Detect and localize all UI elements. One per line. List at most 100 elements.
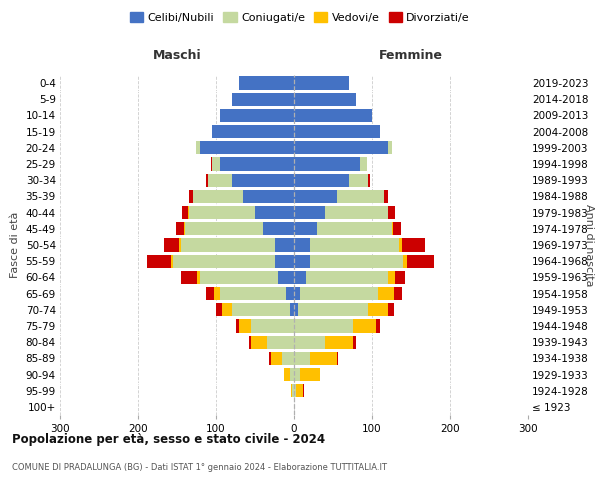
Bar: [353, 320, 376, 332]
Bar: [294, 222, 317, 235]
Bar: [185, 222, 263, 235]
Bar: [181, 238, 275, 252]
Bar: [232, 303, 290, 316]
Bar: [388, 303, 394, 316]
Bar: [181, 270, 197, 284]
Bar: [294, 190, 337, 203]
Bar: [173, 254, 275, 268]
Bar: [212, 125, 294, 138]
Bar: [388, 270, 395, 284]
Bar: [317, 222, 392, 235]
Bar: [294, 270, 306, 284]
Bar: [294, 254, 310, 268]
Bar: [384, 190, 388, 203]
Bar: [290, 368, 294, 381]
Bar: [239, 76, 294, 90]
Bar: [349, 174, 368, 187]
Bar: [239, 320, 251, 332]
Bar: [298, 303, 368, 316]
Bar: [394, 287, 401, 300]
Bar: [171, 254, 173, 268]
Bar: [271, 352, 283, 365]
Bar: [211, 158, 212, 170]
Bar: [325, 206, 388, 220]
Bar: [368, 303, 388, 316]
Bar: [214, 287, 220, 300]
Bar: [220, 109, 294, 122]
Bar: [212, 158, 220, 170]
Bar: [232, 174, 294, 187]
Bar: [283, 352, 294, 365]
Bar: [249, 336, 251, 349]
Bar: [286, 287, 294, 300]
Bar: [337, 352, 338, 365]
Bar: [294, 141, 388, 154]
Bar: [266, 336, 294, 349]
Bar: [188, 190, 193, 203]
Text: Popolazione per età, sesso e stato civile - 2024: Popolazione per età, sesso e stato civil…: [12, 432, 325, 446]
Bar: [294, 174, 349, 187]
Bar: [294, 352, 310, 365]
Bar: [251, 336, 266, 349]
Bar: [216, 303, 222, 316]
Bar: [196, 270, 200, 284]
Bar: [182, 206, 188, 220]
Bar: [400, 238, 401, 252]
Bar: [255, 206, 294, 220]
Bar: [294, 109, 372, 122]
Bar: [184, 222, 185, 235]
Bar: [401, 238, 425, 252]
Bar: [278, 270, 294, 284]
Bar: [179, 238, 181, 252]
Bar: [275, 238, 294, 252]
Bar: [294, 336, 325, 349]
Bar: [306, 270, 388, 284]
Bar: [392, 222, 393, 235]
Bar: [395, 270, 405, 284]
Bar: [196, 141, 200, 154]
Bar: [220, 158, 294, 170]
Text: Femmine: Femmine: [379, 49, 443, 62]
Bar: [294, 303, 298, 316]
Bar: [353, 336, 356, 349]
Text: Maschi: Maschi: [152, 49, 202, 62]
Bar: [148, 254, 171, 268]
Bar: [222, 303, 232, 316]
Bar: [393, 222, 401, 235]
Bar: [200, 270, 278, 284]
Bar: [294, 384, 296, 398]
Bar: [291, 384, 292, 398]
Bar: [403, 254, 407, 268]
Bar: [302, 384, 304, 398]
Y-axis label: Fasce di età: Fasce di età: [10, 212, 20, 278]
Bar: [263, 222, 294, 235]
Bar: [284, 368, 290, 381]
Bar: [310, 254, 403, 268]
Bar: [407, 254, 434, 268]
Bar: [294, 92, 356, 106]
Bar: [206, 174, 208, 187]
Bar: [296, 384, 302, 398]
Bar: [176, 222, 184, 235]
Bar: [325, 336, 353, 349]
Bar: [294, 206, 325, 220]
Bar: [235, 320, 239, 332]
Y-axis label: Anni di nascita: Anni di nascita: [584, 204, 595, 286]
Bar: [294, 320, 353, 332]
Bar: [378, 287, 394, 300]
Bar: [294, 238, 310, 252]
Bar: [294, 368, 300, 381]
Bar: [360, 158, 367, 170]
Bar: [300, 287, 378, 300]
Bar: [388, 141, 392, 154]
Bar: [294, 76, 349, 90]
Bar: [188, 206, 255, 220]
Bar: [292, 384, 294, 398]
Bar: [208, 174, 232, 187]
Bar: [193, 190, 244, 203]
Bar: [251, 320, 294, 332]
Bar: [294, 125, 380, 138]
Bar: [164, 238, 179, 252]
Bar: [232, 92, 294, 106]
Bar: [220, 287, 286, 300]
